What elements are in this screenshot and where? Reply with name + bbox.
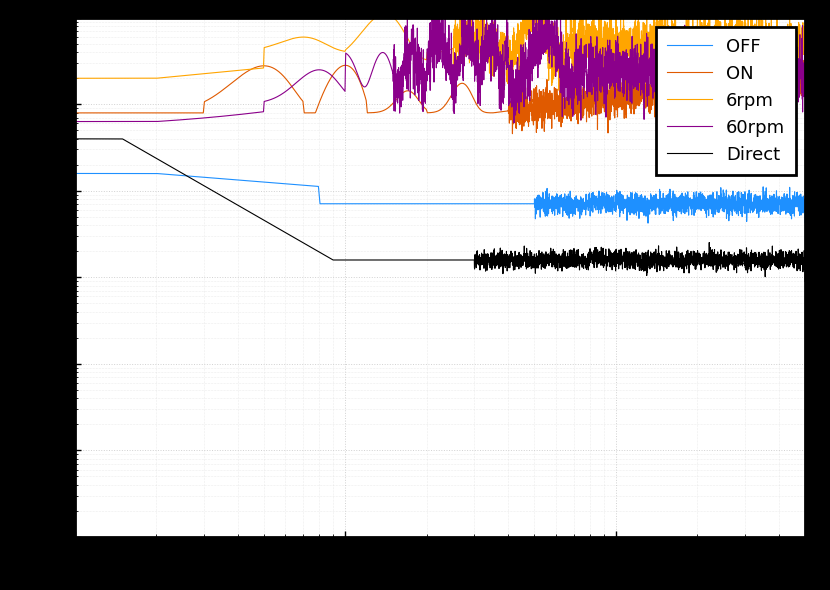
6rpm	[615, 56, 625, 63]
60rpm	[544, 28, 554, 35]
60rpm	[615, 49, 625, 56]
OFF	[615, 194, 625, 201]
60rpm	[800, 92, 810, 99]
6rpm	[70, 94, 80, 101]
Legend: OFF, ON, 6rpm, 60rpm, Direct: OFF, ON, 6rpm, 60rpm, Direct	[656, 27, 796, 175]
ON	[800, 89, 810, 96]
Line: OFF: OFF	[75, 173, 805, 223]
ON	[544, 107, 554, 114]
OFF	[800, 219, 810, 227]
OFF	[671, 196, 681, 204]
Direct	[203, 184, 212, 191]
OFF	[203, 174, 212, 181]
OFF	[349, 200, 359, 207]
Line: 60rpm: 60rpm	[75, 0, 805, 141]
ON	[349, 67, 359, 74]
ON	[782, 50, 792, 57]
60rpm	[508, 91, 518, 99]
OFF	[544, 202, 554, 209]
ON	[615, 91, 625, 99]
60rpm	[349, 61, 359, 68]
Line: 6rpm: 6rpm	[75, 0, 805, 100]
6rpm	[800, 38, 810, 45]
ON	[70, 135, 80, 142]
OFF	[70, 196, 80, 203]
6rpm	[349, 38, 359, 45]
6rpm	[671, 16, 681, 23]
ON	[508, 100, 518, 107]
Direct	[615, 258, 625, 265]
6rpm	[508, 97, 518, 104]
ON	[671, 80, 681, 87]
OFF	[508, 200, 518, 207]
60rpm	[671, 58, 681, 65]
Direct	[70, 161, 80, 168]
Line: Direct: Direct	[75, 139, 805, 281]
OFF	[643, 219, 653, 227]
Direct	[800, 278, 810, 285]
Line: ON: ON	[75, 54, 805, 139]
6rpm	[508, 68, 518, 75]
Direct	[71, 135, 81, 142]
60rpm	[70, 137, 80, 145]
Direct	[544, 259, 554, 266]
Direct	[349, 257, 359, 264]
6rpm	[203, 70, 212, 77]
ON	[203, 97, 212, 104]
6rpm	[545, 65, 555, 72]
Direct	[508, 261, 518, 268]
Direct	[671, 252, 681, 259]
OFF	[71, 170, 81, 177]
60rpm	[203, 114, 212, 121]
